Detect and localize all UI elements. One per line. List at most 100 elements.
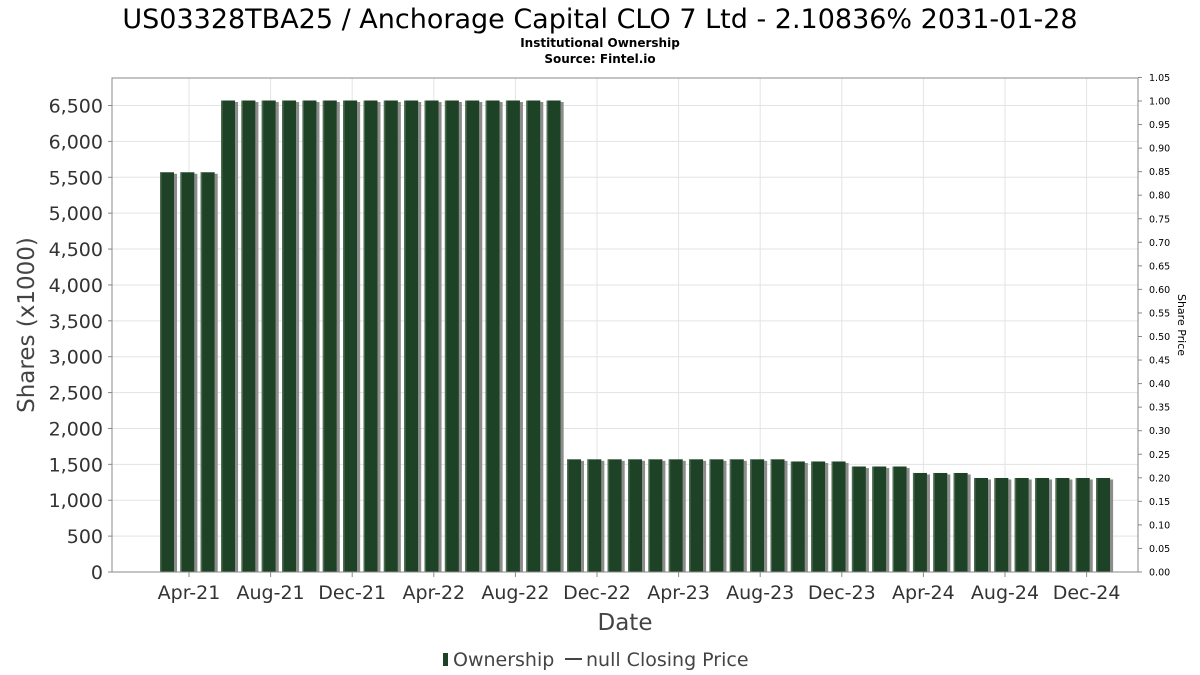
bar xyxy=(444,100,462,572)
bar xyxy=(1075,477,1093,572)
bar xyxy=(831,461,849,572)
bar-highlight xyxy=(526,100,528,572)
bar xyxy=(485,100,503,572)
y-right-tick-label: 0.90 xyxy=(1149,144,1170,155)
bar-shadow xyxy=(519,102,523,572)
bar-shadow xyxy=(988,479,991,572)
bar-shadow xyxy=(540,102,544,572)
y-left-tick-label: 4,000 xyxy=(49,275,103,297)
bar-highlight xyxy=(302,100,304,572)
bar-shadow xyxy=(784,460,788,572)
bar xyxy=(912,472,930,572)
bar-body xyxy=(729,459,744,572)
chart-subtitle: Institutional Ownership xyxy=(520,36,680,50)
bar-highlight xyxy=(648,459,650,572)
y-left-tick-label: 1,500 xyxy=(49,454,103,476)
bar-body xyxy=(628,459,643,572)
y-right-tick-label: 0.85 xyxy=(1149,167,1170,178)
plot-area-frame xyxy=(111,77,1139,573)
bar xyxy=(648,459,666,572)
bar xyxy=(200,172,218,572)
bar xyxy=(770,459,788,572)
y-left-tick-label: 2,500 xyxy=(49,383,103,405)
bar-body xyxy=(709,459,724,572)
bar-highlight xyxy=(261,100,264,572)
x-tick-label: Aug-21 xyxy=(237,582,305,604)
bar-highlight xyxy=(912,472,915,572)
bar-highlight xyxy=(1014,477,1017,572)
y-left-tick-label: 5,000 xyxy=(49,203,103,225)
bar-body xyxy=(485,100,500,572)
bar-shadow xyxy=(1008,479,1012,572)
bar xyxy=(750,459,768,572)
y-left-tick-label: 0 xyxy=(91,562,103,584)
bar-highlight xyxy=(241,100,243,572)
y-right-tick-label: 0.75 xyxy=(1149,214,1170,225)
y-right-tick-label: 0.60 xyxy=(1149,285,1170,296)
x-tick-label: Dec-24 xyxy=(1053,582,1121,604)
y-left-tick-label: 3,000 xyxy=(49,347,103,369)
bar-highlight xyxy=(831,461,834,572)
x-tick-label: Apr-23 xyxy=(647,582,710,604)
bar-body xyxy=(607,459,622,572)
bar-body xyxy=(750,459,765,572)
y-axis-right-ticks: 0.00 0.05 0.10 0.15 0.20 0.25 0.30 0.35 0.40 0.45… xyxy=(1138,73,1170,579)
bar-shadow xyxy=(947,474,951,572)
bar-highlight xyxy=(343,100,345,572)
bar-highlight xyxy=(953,472,956,572)
bar-highlight xyxy=(628,459,630,572)
bar-shadow xyxy=(397,102,401,572)
bar xyxy=(892,466,910,572)
bar-body xyxy=(933,472,948,572)
bar-highlight xyxy=(383,100,386,572)
bar xyxy=(546,100,564,572)
bar-body xyxy=(790,461,805,572)
y-left-tick-label: 3,500 xyxy=(49,311,103,333)
bar xyxy=(729,459,747,572)
bar xyxy=(424,100,442,572)
bar xyxy=(404,100,422,572)
bar xyxy=(790,461,808,572)
bar xyxy=(567,459,584,572)
bar-body xyxy=(200,172,215,572)
x-tick-label: Aug-24 xyxy=(971,582,1039,604)
bar-highlight xyxy=(322,100,325,572)
bar-highlight xyxy=(363,100,365,572)
bar-shadow xyxy=(275,102,279,572)
y-axis-left-ticks: 0 500 1,000 1,500 2,000 2,500 3,000 3,500 4,000 4… xyxy=(49,96,112,584)
x-tick-label: Dec-23 xyxy=(808,582,876,604)
bar-highlight xyxy=(1096,477,1098,572)
legend-price-label: null Closing Price xyxy=(586,649,749,671)
y-left-tick-label: 1,000 xyxy=(49,490,103,512)
bar-highlight xyxy=(567,459,569,572)
bar-shadow xyxy=(926,474,930,572)
y-right-tick-label: 0.20 xyxy=(1149,473,1170,484)
bar-shadow xyxy=(703,460,707,572)
bar-body xyxy=(444,100,459,572)
bar xyxy=(241,100,259,572)
y-right-tick-label: 0.40 xyxy=(1149,379,1170,390)
bar-body xyxy=(404,100,419,572)
bar xyxy=(221,100,239,572)
y-right-tick-label: 1.00 xyxy=(1149,97,1170,108)
bar-highlight xyxy=(160,172,162,572)
bar-body xyxy=(994,477,1009,572)
bar-highlight xyxy=(689,459,691,572)
bar-body xyxy=(424,100,439,572)
bar xyxy=(628,459,646,572)
bar-highlight xyxy=(750,459,752,572)
bar xyxy=(872,466,890,572)
bar-shadow xyxy=(825,462,829,572)
y-left-tick-label: 2,000 xyxy=(49,418,103,440)
bar xyxy=(587,459,605,572)
x-tick-label: Apr-22 xyxy=(402,582,465,604)
bar-highlight xyxy=(709,459,711,572)
bar-shadow xyxy=(418,102,422,572)
bar-highlight xyxy=(200,172,203,572)
y-right-tick-label: 0.55 xyxy=(1149,308,1170,319)
bar xyxy=(505,100,523,572)
bar-body xyxy=(851,466,866,572)
y-right-tick-label: 1.05 xyxy=(1149,73,1170,84)
y-right-tick-label: 0.65 xyxy=(1149,261,1170,272)
